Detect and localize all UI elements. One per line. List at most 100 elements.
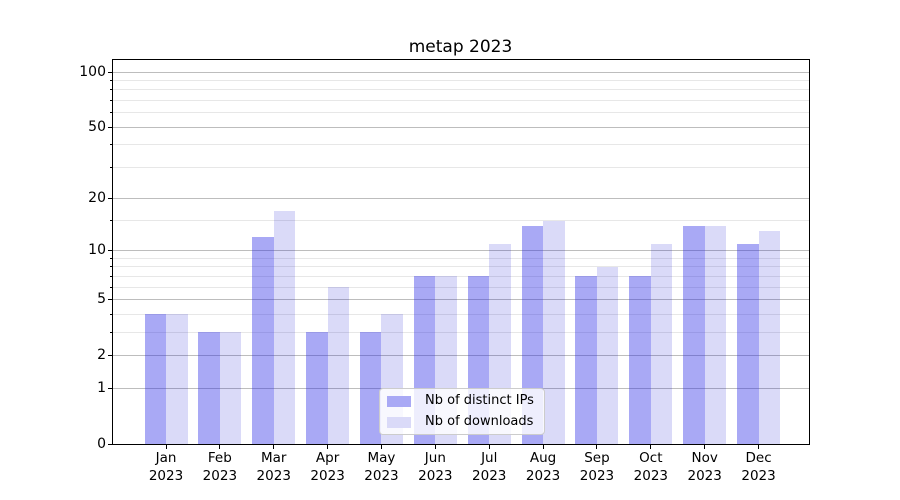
x-tick-mark xyxy=(327,445,329,449)
y-minor-tick-mark xyxy=(109,275,112,277)
x-tick-label: Nov 2023 xyxy=(687,450,722,484)
bar-downloads-nov xyxy=(704,225,727,444)
legend-label-distinct-ips: Nb of distinct IPs xyxy=(425,393,534,408)
bar-downloads-dec xyxy=(758,231,781,444)
y-tick-label: 10 xyxy=(88,242,106,259)
major-gridline xyxy=(113,198,809,200)
y-tick-label: 50 xyxy=(88,118,106,135)
minor-gridline xyxy=(113,100,809,102)
minor-gridline xyxy=(113,286,809,288)
y-minor-tick-mark xyxy=(109,220,112,222)
x-tick-mark xyxy=(380,445,382,449)
minor-gridline xyxy=(113,220,809,222)
x-tick-label: Apr 2023 xyxy=(310,450,345,484)
minor-gridline xyxy=(113,144,809,146)
minor-gridline xyxy=(113,89,809,91)
minor-gridline xyxy=(113,258,809,259)
x-tick-label: Mar 2023 xyxy=(256,450,291,484)
chart-title: metap 2023 xyxy=(408,37,513,57)
bar-distinct-ips-nov xyxy=(683,225,705,444)
bar-downloads-oct xyxy=(650,243,673,444)
major-gridline xyxy=(113,354,809,356)
x-tick-label: Sep 2023 xyxy=(579,450,615,484)
minor-gridline xyxy=(113,275,809,277)
y-minor-tick-mark xyxy=(109,266,112,268)
bar-downloads-apr xyxy=(327,287,350,444)
legend-entry-distinct-ips: Nb of distinct IPs xyxy=(387,393,536,409)
legend-entry-downloads: Nb of downloads xyxy=(387,414,536,430)
y-tick-label: 100 xyxy=(79,63,106,80)
plot-area: Nb of distinct IPs Nb of downloads xyxy=(112,59,810,445)
x-tick-mark xyxy=(542,445,544,449)
x-tick-label: Jun 2023 xyxy=(418,450,453,484)
y-minor-tick-mark xyxy=(109,166,112,168)
bar-distinct-ips-feb xyxy=(198,332,220,444)
x-tick-label: May 2023 xyxy=(364,450,399,484)
y-tick-label: 1 xyxy=(97,379,106,396)
bar-downloads-sep xyxy=(596,267,619,444)
x-tick-label: Jul 2023 xyxy=(472,450,507,484)
major-gridline xyxy=(113,126,809,128)
y-tick-mark xyxy=(108,299,112,301)
legend-swatch-downloads xyxy=(387,416,411,428)
bar-distinct-ips-dec xyxy=(737,243,759,444)
y-minor-tick-mark xyxy=(109,100,112,102)
y-tick-mark xyxy=(108,198,112,200)
bar-distinct-ips-may xyxy=(359,332,382,444)
major-gridline xyxy=(113,250,809,252)
y-minor-tick-mark xyxy=(109,313,112,315)
x-tick-mark xyxy=(434,445,436,449)
bar-distinct-ips-oct xyxy=(629,276,651,444)
x-tick-label: Oct 2023 xyxy=(633,450,668,484)
bar-downloads-aug xyxy=(543,220,565,444)
y-minor-tick-mark xyxy=(109,331,112,333)
x-tick-mark xyxy=(219,445,221,449)
x-tick-label: Dec 2023 xyxy=(741,450,776,484)
bar-downloads-mar xyxy=(273,211,296,444)
y-tick-label: 0 xyxy=(97,435,106,452)
bar-distinct-ips-mar xyxy=(252,237,274,444)
y-tick-label: 5 xyxy=(97,291,106,308)
y-tick-label: 20 xyxy=(88,190,106,207)
legend-label-downloads: Nb of downloads xyxy=(425,414,534,429)
bar-downloads-jan xyxy=(166,314,188,444)
bar-distinct-ips-jan xyxy=(144,314,166,444)
major-gridline xyxy=(113,71,809,73)
bar-distinct-ips-apr xyxy=(306,332,328,444)
bar-distinct-ips-sep xyxy=(575,276,597,444)
x-tick-mark xyxy=(165,445,167,449)
bar-downloads-feb xyxy=(219,332,242,444)
y-minor-tick-mark xyxy=(109,258,112,259)
x-tick-mark xyxy=(758,445,760,449)
y-minor-tick-mark xyxy=(109,286,112,288)
y-tick-mark xyxy=(108,354,112,356)
y-tick-mark xyxy=(108,443,112,445)
x-tick-label: Jan 2023 xyxy=(148,450,184,484)
y-tick-label: 2 xyxy=(97,346,106,363)
y-tick-mark xyxy=(108,387,112,389)
y-minor-tick-mark xyxy=(109,144,112,146)
x-tick-mark xyxy=(596,445,598,449)
y-tick-mark xyxy=(108,250,112,252)
minor-gridline xyxy=(113,166,809,168)
x-tick-mark xyxy=(273,445,275,449)
minor-gridline xyxy=(113,80,809,82)
minor-gridline xyxy=(113,266,809,268)
legend-swatch-distinct-ips xyxy=(387,395,411,407)
major-gridline xyxy=(113,299,809,301)
y-tick-mark xyxy=(108,126,112,128)
minor-gridline xyxy=(113,313,809,315)
minor-gridline xyxy=(113,112,809,114)
y-minor-tick-mark xyxy=(109,89,112,91)
x-tick-label: Feb 2023 xyxy=(202,450,238,484)
minor-gridline xyxy=(113,331,809,333)
legend: Nb of distinct IPs Nb of downloads xyxy=(379,388,545,435)
x-tick-mark xyxy=(650,445,652,449)
y-tick-mark xyxy=(108,71,112,73)
x-tick-mark xyxy=(704,445,706,449)
x-tick-mark xyxy=(488,445,490,449)
y-minor-tick-mark xyxy=(109,112,112,114)
x-tick-label: Aug 2023 xyxy=(525,450,561,484)
y-minor-tick-mark xyxy=(109,80,112,82)
